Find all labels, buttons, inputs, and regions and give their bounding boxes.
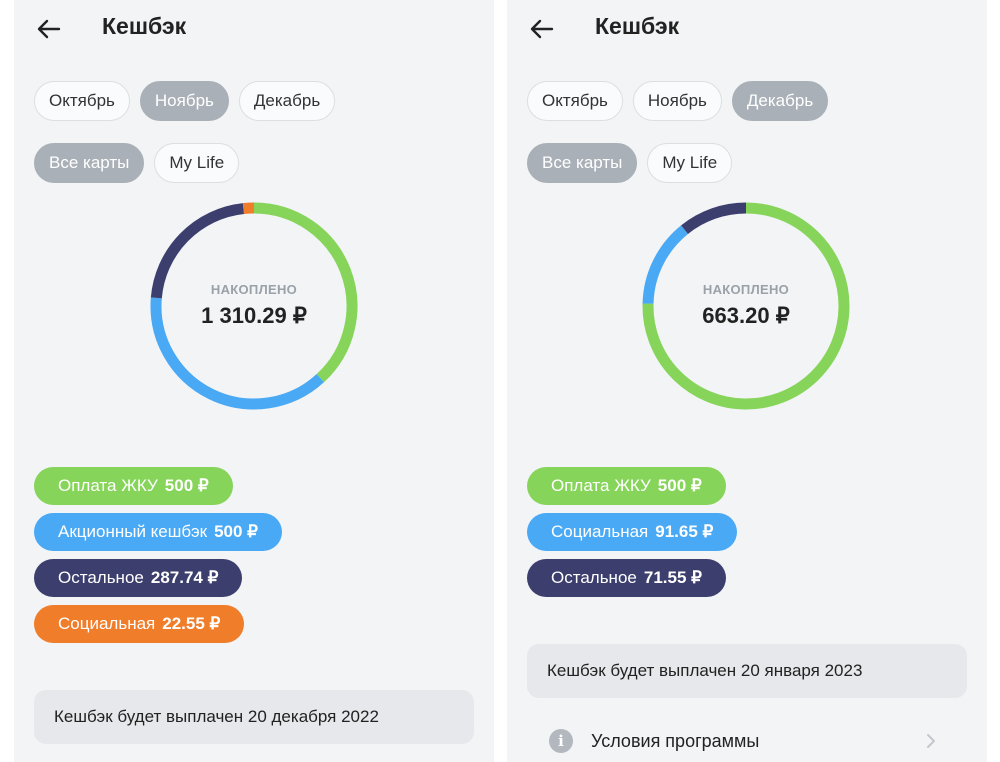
- category-pill-other[interactable]: Остальное 71.55 ₽: [527, 559, 726, 597]
- month-filter: Октябрь Ноябрь Декабрь: [527, 81, 829, 121]
- category-amount: 22.55 ₽: [162, 614, 221, 633]
- chevron-right-icon: [927, 734, 935, 748]
- category-legend: Оплата ЖКУ 500 ₽ Социальная 91.65 ₽ Осталь…: [527, 467, 738, 605]
- donut-segment: [150, 297, 325, 410]
- category-pill-other[interactable]: Остальное 287.74 ₽: [34, 559, 243, 597]
- category-amount: 71.55 ₽: [643, 568, 702, 587]
- category-name: Социальная: [551, 522, 649, 541]
- card-filter: Все карты My Life: [34, 143, 240, 183]
- category-name: Оплата ЖКУ: [58, 476, 158, 495]
- donut-segment: [642, 202, 850, 410]
- cashback-donut-chart: НАКОПЛЕНО 1 310.29 ₽: [148, 200, 360, 412]
- cashback-donut-chart: НАКОПЛЕНО 663.20 ₽: [640, 200, 852, 412]
- category-amount: 91.65 ₽: [655, 522, 714, 541]
- category-pill-utilities[interactable]: Оплата ЖКУ 500 ₽: [527, 467, 726, 505]
- category-pill-social[interactable]: Социальная 22.55 ₽: [34, 605, 245, 643]
- donut-segment: [253, 202, 358, 383]
- category-name: Социальная: [58, 614, 156, 633]
- program-terms-label: Условия программы: [591, 730, 760, 751]
- category-name: Акционный кешбэк: [58, 522, 208, 541]
- month-chip-october[interactable]: Октябрь: [527, 81, 623, 121]
- cashback-screen-december: Кешбэк Октябрь Ноябрь Декабрь Все карты …: [507, 0, 987, 762]
- month-chip-november[interactable]: Ноябрь: [139, 81, 229, 121]
- donut-segment: [681, 202, 747, 235]
- category-amount: 500 ₽: [164, 476, 209, 495]
- card-chip-my-life[interactable]: My Life: [154, 143, 240, 183]
- page-title: Кешбэк: [102, 13, 187, 39]
- category-name: Остальное: [58, 568, 144, 587]
- category-name: Оплата ЖКУ: [551, 476, 651, 495]
- payout-note: Кешбэк будет выплачен 20 января 2023: [527, 644, 967, 698]
- category-pill-social[interactable]: Социальная 91.65 ₽: [527, 513, 738, 551]
- back-arrow-icon[interactable]: [527, 14, 557, 44]
- donut-segment: [150, 203, 245, 299]
- card-chip-my-life[interactable]: My Life: [647, 143, 733, 183]
- page-title: Кешбэк: [595, 13, 680, 39]
- category-legend: Оплата ЖКУ 500 ₽ Акционный кешбэк 500 ₽ Ос…: [34, 467, 282, 651]
- month-filter: Октябрь Ноябрь Декабрь: [34, 81, 336, 121]
- card-filter: Все карты My Life: [527, 143, 733, 183]
- donut-segment: [642, 225, 689, 304]
- donut-segment: [242, 202, 255, 215]
- category-amount: 500 ₽: [214, 522, 258, 541]
- category-pill-promo[interactable]: Акционный кешбэк 500 ₽: [34, 513, 282, 551]
- month-chip-december[interactable]: Декабрь: [731, 81, 829, 121]
- month-chip-december[interactable]: Декабрь: [238, 81, 336, 121]
- accumulated-caption: НАКОПЛЕНО: [702, 282, 790, 297]
- category-pill-utilities[interactable]: Оплата ЖКУ 500 ₽: [34, 467, 233, 505]
- category-amount: 287.74 ₽: [150, 568, 219, 587]
- accumulated-caption: НАКОПЛЕНО: [210, 282, 298, 297]
- back-arrow-icon[interactable]: [34, 14, 64, 44]
- month-chip-november[interactable]: Ноябрь: [632, 81, 722, 121]
- category-name: Остальное: [551, 568, 637, 587]
- program-terms-link[interactable]: i Условия программы: [549, 725, 949, 757]
- category-amount: 500 ₽: [657, 476, 702, 495]
- accumulated-total: 1 310.29 ₽: [201, 303, 307, 328]
- info-icon: i: [549, 729, 573, 753]
- card-chip-all-cards[interactable]: Все карты: [34, 143, 145, 183]
- card-chip-all-cards[interactable]: Все карты: [527, 143, 638, 183]
- month-chip-october[interactable]: Октябрь: [34, 81, 130, 121]
- accumulated-total: 663.20 ₽: [702, 303, 790, 328]
- payout-note: Кешбэк будет выплачен 20 декабря 2022: [34, 690, 474, 744]
- cashback-screen-november: Кешбэк Октябрь Ноябрь Декабрь Все карты …: [14, 0, 494, 762]
